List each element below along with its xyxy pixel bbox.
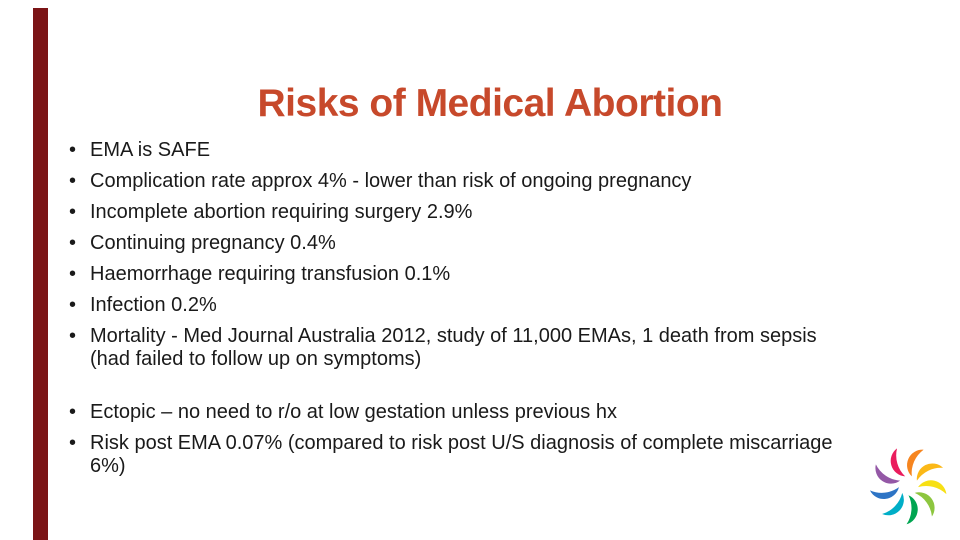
bullet-item: Incomplete abortion requiring surgery 2.… (60, 201, 846, 224)
pinwheel-petal (875, 464, 901, 484)
bullet-item: Haemorrhage requiring transfusion 0.1% (60, 263, 846, 286)
pinwheel-petals (869, 448, 947, 525)
pinwheel-petal (916, 463, 944, 481)
bullet-item: Ectopic – no need to r/o at low gestatio… (60, 401, 846, 424)
slide-title: Risks of Medical Abortion (257, 82, 723, 126)
pinwheel-petal (918, 480, 947, 495)
pinwheel-logo (869, 448, 947, 525)
bullet-item: Infection 0.2% (60, 294, 846, 317)
bullet-item: Complication rate approx 4% - lower than… (60, 170, 846, 193)
secondary-bullet-list: Ectopic – no need to r/o at low gestatio… (60, 401, 846, 478)
pinwheel-petal (869, 487, 899, 499)
pinwheel-petal (914, 492, 935, 517)
pinwheel-petal (882, 492, 904, 516)
primary-bullet-list: EMA is SAFE Complication rate approx 4% … (60, 139, 846, 371)
pinwheel-petal (890, 448, 906, 477)
pinwheel-petal (907, 449, 924, 477)
bullet-item: EMA is SAFE (60, 139, 846, 162)
bullet-item: Risk post EMA 0.07% (compared to risk po… (60, 432, 846, 478)
slide-body: EMA is SAFE Complication rate approx 4% … (60, 139, 846, 486)
bullet-item: Continuing pregnancy 0.4% (60, 232, 846, 255)
bullet-item: Mortality - Med Journal Australia 2012, … (60, 325, 846, 371)
pinwheel-petal (906, 495, 918, 525)
left-accent-bar (33, 8, 48, 540)
